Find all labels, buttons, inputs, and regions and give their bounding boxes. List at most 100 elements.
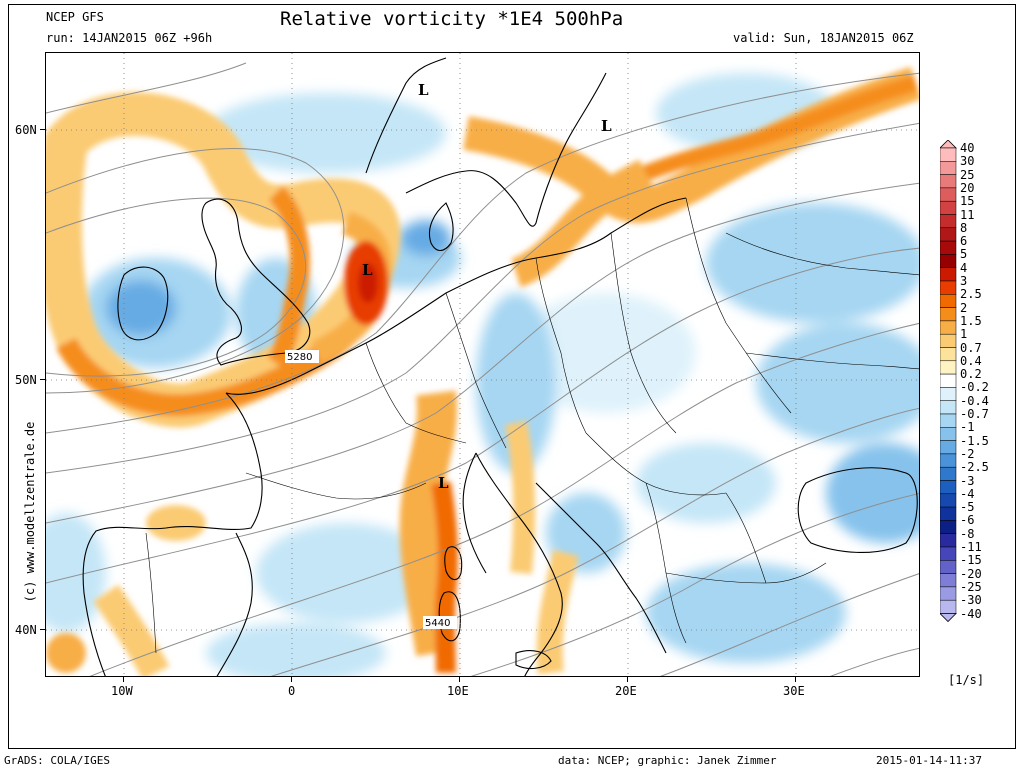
colorbar-swatch (940, 227, 957, 242)
colorbar-swatch (940, 240, 957, 255)
colorbar-label: 40 (960, 141, 975, 155)
colorbar-label: 20 (960, 180, 975, 195)
y-tick (40, 129, 45, 130)
model-name: NCEP GFS (46, 10, 104, 24)
colorbar-swatch (940, 480, 957, 495)
colorbar-label: -0.7 (960, 407, 989, 421)
x-tick (627, 677, 628, 682)
colorbar-label: 0.4 (960, 353, 982, 368)
colorbar-label: 8 (960, 220, 968, 235)
colorbar-label: -1.5 (960, 433, 989, 448)
x-label-20e: 20E (615, 684, 637, 698)
colorbar-swatch (940, 333, 957, 348)
x-tick (459, 677, 460, 682)
colorbar-swatch (940, 506, 957, 521)
colorbar-swatch (940, 360, 957, 375)
colorbar-swatch (940, 187, 957, 202)
x-label-10w: 10W (111, 684, 133, 698)
coastlines (82, 57, 918, 676)
y-tick (40, 379, 45, 380)
y-label-50n: 50N (15, 373, 37, 387)
colorbar-label: -5 (960, 500, 975, 515)
map-svg: L L L L 5280 5440 (46, 53, 919, 676)
colorbar-swatch (940, 267, 957, 282)
colorbar-swatch (940, 280, 957, 295)
colorbar-label: -20 (960, 566, 982, 581)
colorbar-swatch (940, 413, 957, 428)
colorbar-swatch (940, 466, 957, 481)
colorbar-unit: [1/s] (948, 673, 985, 687)
colorbar-swatch (940, 453, 957, 468)
footer-grads: GrADS: COLA/IGES (4, 754, 110, 767)
colorbar-swatch (940, 440, 957, 455)
colorbar-label: 4 (960, 260, 968, 275)
colorbar-bottom-arrow (940, 613, 957, 623)
y-tick (40, 629, 45, 630)
colorbar-label: 0.2 (960, 367, 982, 382)
contour-label-5280: 5280 (287, 352, 312, 363)
colorbar-label: 6 (960, 234, 968, 249)
colorbar-label: -40 (960, 606, 982, 621)
graticule (46, 53, 919, 676)
colorbar-label: -1 (960, 420, 975, 435)
vorticity-map: L L L L 5280 5440 (45, 52, 920, 677)
low-pressure-marks: L L L L (362, 81, 612, 492)
colorbar-label: -0.2 (960, 380, 989, 395)
contour-labels: 5280 5440 (285, 350, 457, 629)
x-label-10e: 10E (447, 684, 469, 698)
colorbar-label: 15 (960, 194, 975, 209)
colorbar-label: 3 (960, 274, 968, 288)
footer-timestamp: 2015-01-14-11:37 (876, 754, 982, 767)
colorbar-swatch (940, 347, 957, 362)
colorbar-swatch (940, 493, 957, 508)
colorbar-svg (940, 140, 957, 623)
colorbar-swatch (940, 161, 957, 175)
colorbar-swatch (940, 427, 957, 441)
y-label-40n: 40N (15, 623, 37, 637)
footer-credit: data: NCEP; graphic: Janek Zimmer (558, 754, 777, 767)
colorbar-label: -0.4 (960, 393, 989, 408)
colorbar-label: 30 (960, 154, 975, 169)
page-title: Relative vorticity *1E4 500hPa (280, 8, 624, 30)
low-mark-north-sea: L (362, 261, 373, 279)
colorbar-swatch (940, 400, 957, 415)
colorbar-label: 1.5 (960, 313, 982, 328)
colorbar-label: 25 (960, 167, 975, 182)
colorbar-label: 0.7 (960, 340, 982, 355)
colorbar-swatch (940, 254, 957, 268)
plot-frame (8, 4, 1016, 749)
colorbar-swatch (940, 294, 957, 308)
y-label-60n: 60N (15, 123, 37, 137)
valid-time: valid: Sun, 18JAN2015 06Z (733, 31, 914, 45)
x-label-30e: 30E (783, 684, 805, 698)
x-tick (795, 677, 796, 682)
colorbar-swatch (940, 586, 957, 601)
colorbar-swatch (940, 214, 957, 229)
colorbar-label: -2 (960, 446, 975, 461)
colorbar-label: 11 (960, 207, 975, 222)
colorbar-label: -30 (960, 593, 982, 608)
colorbar-label: -2.5 (960, 460, 989, 475)
colorbar-label: 5 (960, 247, 968, 262)
colorbar-label: 1 (960, 327, 968, 342)
colorbar-swatch (940, 573, 957, 588)
colorbar-swatch (940, 560, 957, 574)
colorbar-swatch (940, 533, 957, 548)
watermark: (c) www.modellzentrale.de (23, 421, 37, 603)
low-mark-ligurian: L (438, 474, 449, 492)
colorbar-label: -11 (960, 540, 982, 554)
colorbar-label: -6 (960, 513, 975, 528)
colorbar-label: -4 (960, 486, 975, 501)
colorbar-swatch (940, 320, 957, 335)
run-info: run: 14JAN2015 06Z +96h (46, 31, 213, 45)
positive-vorticity-field (46, 66, 919, 676)
colorbar-swatch (940, 373, 957, 388)
colorbar-swatch (940, 307, 957, 322)
low-mark-norway: L (418, 81, 429, 99)
colorbar-label: -25 (960, 579, 982, 594)
colorbar-swatch (940, 174, 957, 189)
country-borders (145, 197, 919, 654)
colorbar-swatch (940, 387, 957, 401)
colorbar-swatch (940, 520, 957, 534)
colorbar-label: -8 (960, 526, 975, 541)
